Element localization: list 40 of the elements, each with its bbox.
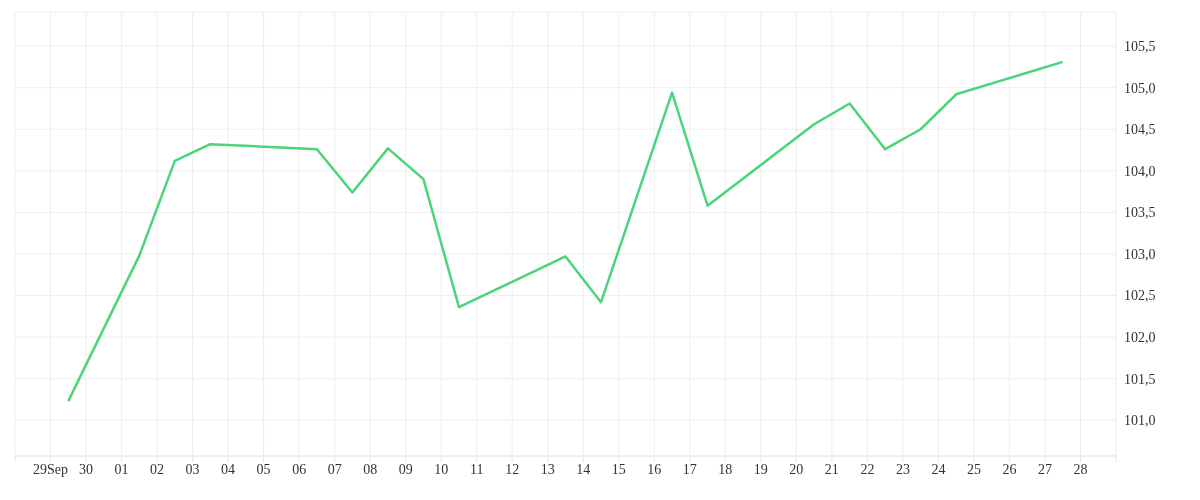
y-tick-label: 102,5	[1124, 288, 1156, 304]
y-tick-label: 103,0	[1124, 246, 1156, 262]
y-tick-label: 101,0	[1124, 413, 1156, 429]
x-tick-label: 13	[540, 461, 555, 477]
x-tick-label: 29Sep	[33, 461, 69, 477]
x-tick-label: 15	[611, 461, 626, 477]
y-tick-label: 102,0	[1124, 330, 1156, 346]
x-tick-label: 05	[256, 461, 271, 477]
x-tick-label: 16	[647, 461, 662, 477]
y-tick-label: 105,0	[1124, 80, 1156, 96]
x-tick-label: 27	[1037, 461, 1052, 477]
x-tick-label: 18	[718, 461, 733, 477]
x-tick-label: 28	[1073, 461, 1088, 477]
x-tick-label: 04	[221, 461, 236, 477]
x-tick-label: 01	[114, 461, 129, 477]
y-tick-label: 105,5	[1124, 39, 1156, 55]
y-tick-label: 104,0	[1124, 163, 1156, 179]
x-tick-label: 23	[895, 461, 910, 477]
x-tick-label: 14	[576, 461, 591, 477]
x-tick-label: 30	[79, 461, 94, 477]
x-tick-label: 06	[292, 461, 307, 477]
x-tick-label: 03	[185, 461, 200, 477]
x-tick-label: 17	[682, 461, 697, 477]
x-tick-label: 25	[966, 461, 981, 477]
x-tick-label: 08	[363, 461, 378, 477]
x-tick-label: 02	[150, 461, 165, 477]
x-tick-label: 26	[1002, 461, 1017, 477]
y-tick-label: 101,5	[1124, 371, 1156, 387]
x-tick-label: 21	[824, 461, 839, 477]
x-tick-label: 11	[469, 461, 484, 477]
x-tick-label: 09	[398, 461, 413, 477]
y-tick-label: 103,5	[1124, 205, 1156, 221]
x-tick-label: 10	[434, 461, 449, 477]
x-tick-label: 20	[789, 461, 804, 477]
x-tick-label: 19	[753, 461, 768, 477]
x-tick-label: 07	[327, 461, 342, 477]
x-tick-label: 22	[860, 461, 875, 477]
x-tick-label: 24	[931, 461, 946, 477]
y-tick-label: 104,5	[1124, 122, 1156, 138]
x-tick-label: 12	[505, 461, 520, 477]
